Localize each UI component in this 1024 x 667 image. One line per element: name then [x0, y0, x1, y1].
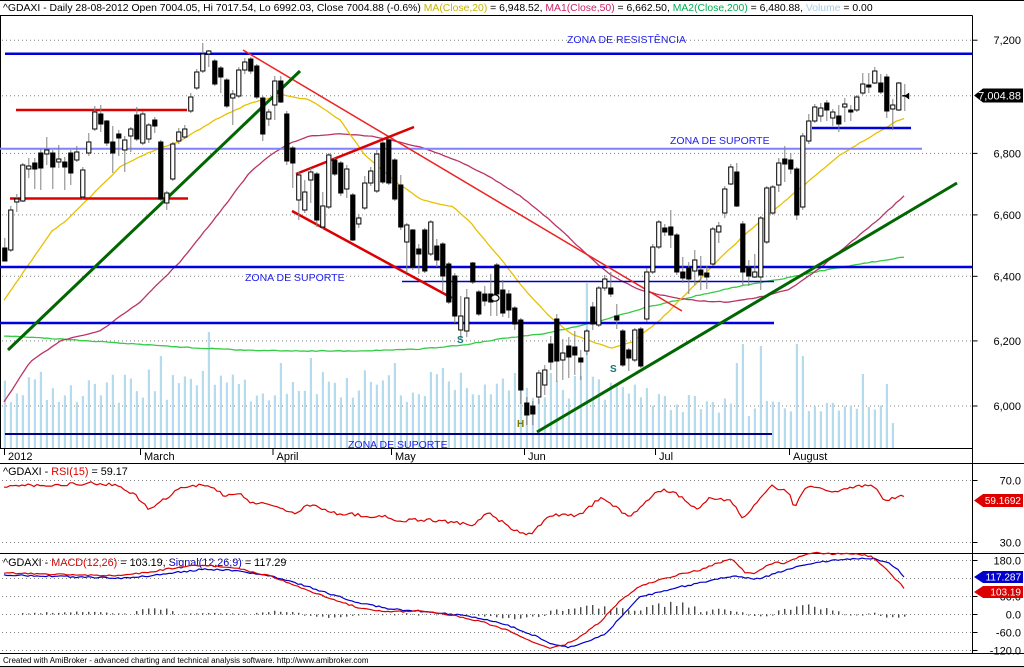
svg-text:S: S	[610, 364, 617, 375]
svg-text:April: April	[277, 451, 299, 463]
svg-text:6,000: 6,000	[993, 401, 1021, 413]
svg-text:ZONA DE SUPORTE: ZONA DE SUPORTE	[245, 272, 345, 284]
svg-text:ZONA DE SUPORTE: ZONA DE SUPORTE	[670, 135, 770, 147]
svg-text:7,004.88: 7,004.88	[978, 91, 1021, 103]
svg-text:6,400: 6,400	[993, 271, 1021, 283]
svg-text:^GDAXI - RSI(15) = 59.17: ^GDAXI - RSI(15) = 59.17	[3, 466, 128, 478]
svg-text:May: May	[395, 451, 416, 463]
svg-text:117.287: 117.287	[986, 573, 1022, 584]
svg-text:-60.0: -60.0	[996, 628, 1021, 640]
svg-text:August: August	[793, 451, 827, 463]
svg-text:6,200: 6,200	[993, 336, 1021, 348]
svg-text:Jul: Jul	[659, 451, 673, 463]
svg-text:103.19: 103.19	[990, 588, 1021, 599]
svg-text:March: March	[144, 451, 175, 463]
svg-text:2012: 2012	[8, 451, 32, 463]
svg-text:H: H	[517, 419, 524, 430]
svg-text:6,800: 6,800	[993, 148, 1021, 160]
svg-text:-120.0: -120.0	[990, 646, 1021, 658]
svg-text:ZONA DE SUPORTE: ZONA DE SUPORTE	[348, 439, 448, 451]
svg-text:0.0: 0.0	[1006, 610, 1021, 622]
svg-text:ZONA DE RESISTÊNCIA: ZONA DE RESISTÊNCIA	[567, 33, 686, 46]
svg-text:Created with AmiBroker - advan: Created with AmiBroker - advanced charti…	[3, 656, 369, 665]
svg-text:180.0: 180.0	[993, 556, 1021, 568]
svg-text:59.1692: 59.1692	[985, 496, 1022, 507]
svg-text:70.0: 70.0	[1000, 476, 1021, 488]
svg-text:S: S	[457, 335, 464, 346]
svg-text:6,600: 6,600	[993, 210, 1021, 222]
svg-text:^GDAXI - MACD(12,26) = 103.19,: ^GDAXI - MACD(12,26) = 103.19, Signal(12…	[3, 557, 286, 569]
svg-text:7,200: 7,200	[993, 35, 1021, 47]
svg-text:30.0: 30.0	[1000, 538, 1021, 550]
svg-text:^GDAXI - Daily 28-08-2012 Open: ^GDAXI - Daily 28-08-2012 Open 7004.05, …	[3, 3, 873, 14]
svg-text:Jun: Jun	[528, 451, 546, 463]
